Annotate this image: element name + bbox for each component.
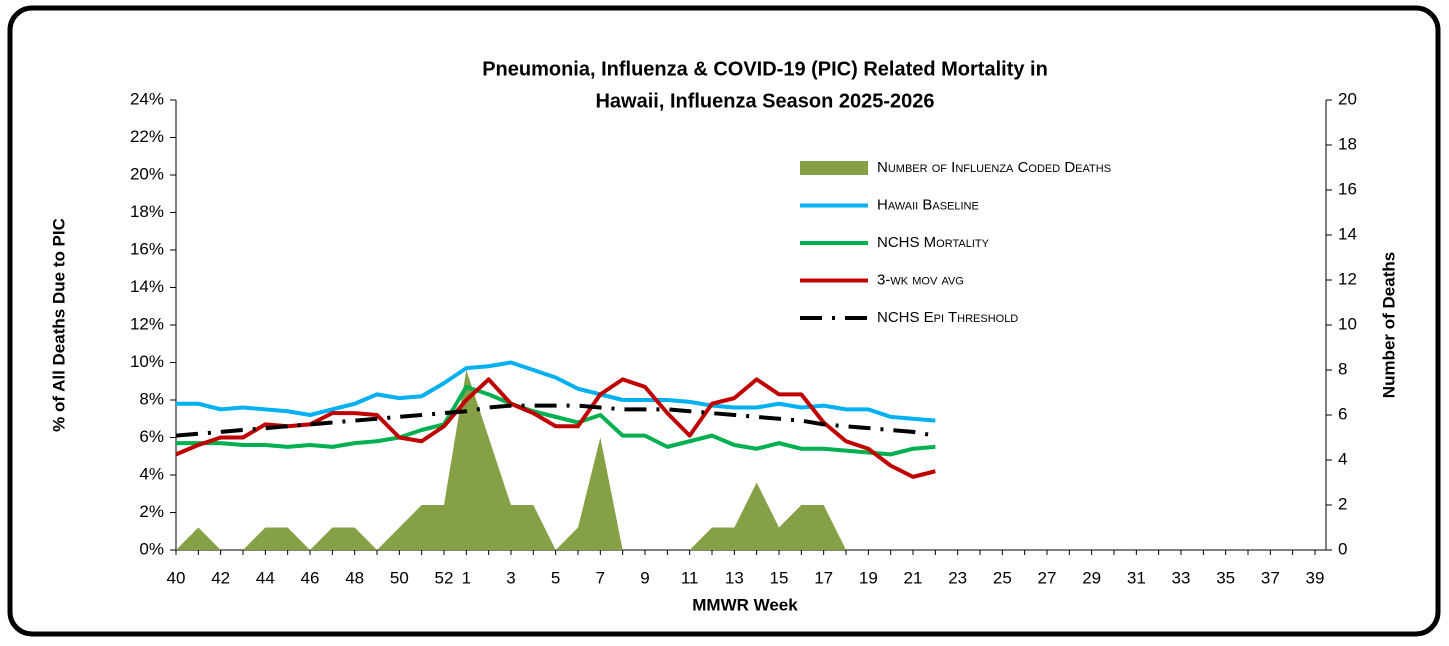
x-tick-label: 13 (725, 568, 744, 587)
y2-tick-label: 16 (1338, 179, 1357, 198)
x-tick-label: 19 (859, 568, 878, 587)
x-tick-label: 3 (506, 568, 515, 587)
x-axis-label: MMWR Week (692, 595, 798, 614)
x-tick-label: 40 (167, 568, 186, 587)
x-tick-label: 29 (1082, 568, 1101, 587)
y2-tick-label: 0 (1338, 539, 1347, 558)
y-tick-label: 8% (139, 389, 164, 408)
x-tick-label: 52 (435, 568, 454, 587)
y2-tick-label: 2 (1338, 494, 1347, 513)
legend-swatch (800, 161, 868, 175)
x-tick-label: 39 (1306, 568, 1325, 587)
y-tick-label: 4% (139, 464, 164, 483)
y2-tick-label: 20 (1338, 89, 1357, 108)
x-tick-label: 15 (770, 568, 789, 587)
y2-tick-label: 18 (1338, 134, 1357, 153)
x-tick-label: 50 (390, 568, 409, 587)
x-tick-label: 17 (814, 568, 833, 587)
y-tick-label: 12% (130, 314, 164, 333)
y2-tick-label: 6 (1338, 404, 1347, 423)
legend-label: Number of Influenza Coded Deaths (877, 159, 1111, 176)
x-tick-label: 21 (904, 568, 923, 587)
y-tick-label: 20% (130, 164, 164, 183)
y-tick-label: 14% (130, 277, 164, 296)
area (176, 370, 846, 550)
y2-tick-label: 8 (1338, 359, 1347, 378)
x-tick-label: 48 (345, 568, 364, 587)
legend-label: Hawaii Baseline (877, 196, 979, 213)
line (175, 377, 936, 479)
y-tick-label: 0% (139, 539, 164, 558)
legend-label: NCHS Epi Threshold (877, 309, 1018, 326)
x-tick-label: 35 (1216, 568, 1235, 587)
y-tick-label: 2% (139, 502, 164, 521)
chart-title: Hawaii, Influenza Season 2025-2026 (595, 90, 934, 112)
x-tick-label: 27 (1038, 568, 1057, 587)
x-tick-label: 31 (1127, 568, 1146, 587)
legend-label: 3-wk mov avg (877, 271, 964, 288)
y2-tick-label: 12 (1338, 269, 1357, 288)
y-tick-label: 18% (130, 202, 164, 221)
y-axis-label: % of All Deaths Due to PIC (49, 218, 68, 432)
y-tick-label: 24% (130, 89, 164, 108)
x-tick-label: 9 (640, 568, 649, 587)
chart-border (7, 5, 1441, 637)
y2-tick-label: 10 (1338, 314, 1357, 333)
x-tick-label: 11 (681, 568, 699, 587)
line (176, 384, 936, 457)
y-tick-label: 10% (130, 352, 164, 371)
line (175, 403, 936, 438)
x-tick-label: 44 (256, 568, 275, 587)
y2-axis-label: Number of Deaths (1379, 252, 1398, 398)
y-tick-label: 22% (130, 127, 164, 146)
x-tick-label: 5 (551, 568, 560, 587)
y-tick-label: 16% (130, 239, 164, 258)
x-tick-label: 37 (1261, 568, 1280, 587)
y-tick-label: 6% (139, 427, 164, 446)
x-tick-label: 23 (948, 568, 967, 587)
x-tick-label: 1 (462, 568, 471, 587)
chart-title: Pneumonia, Influenza & COVID-19 (PIC) Re… (482, 58, 1048, 80)
x-tick-label: 7 (596, 568, 605, 587)
legend-label: NCHS Mortality (877, 234, 990, 251)
x-tick-label: 46 (301, 568, 320, 587)
y2-tick-label: 4 (1338, 449, 1347, 468)
x-tick-label: 42 (211, 568, 230, 587)
y2-tick-label: 14 (1338, 224, 1357, 243)
x-tick-label: 33 (1172, 568, 1191, 587)
x-tick-label: 25 (993, 568, 1012, 587)
